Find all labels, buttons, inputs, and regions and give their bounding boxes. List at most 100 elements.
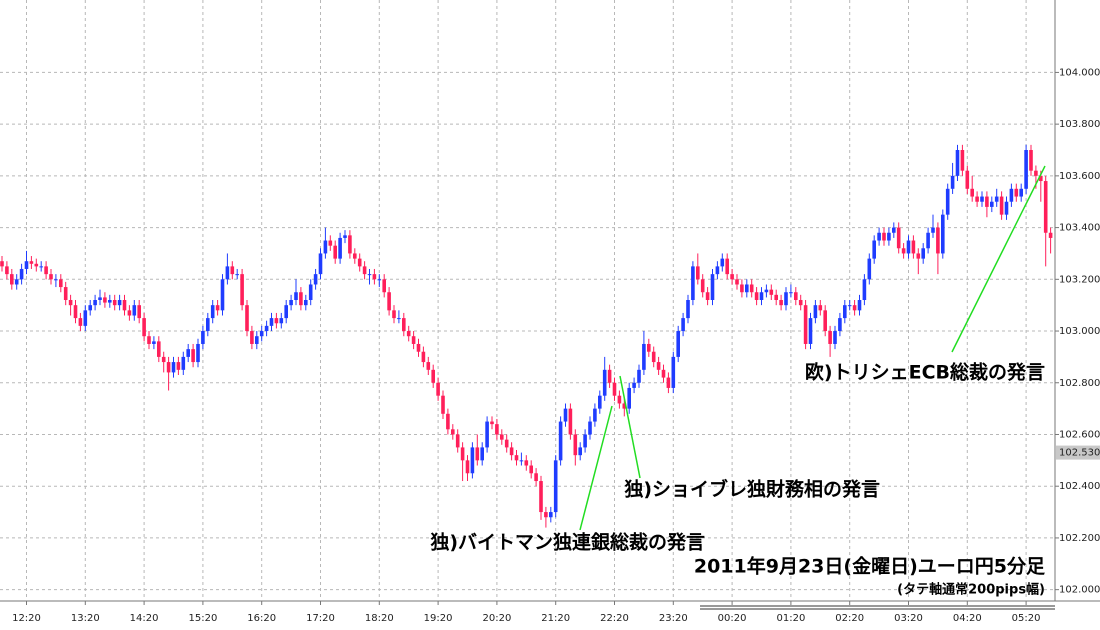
candle-body <box>24 261 29 269</box>
candle-body <box>1029 150 1033 171</box>
candle-body <box>617 395 622 404</box>
candle-body <box>896 227 901 249</box>
x-tick-label: 18:20 <box>365 613 394 624</box>
candle-body <box>426 362 431 370</box>
annotation-leader <box>579 405 613 531</box>
candle-body <box>225 266 230 280</box>
candle-body <box>269 318 274 326</box>
candle-body <box>88 305 92 311</box>
candle-body <box>828 331 832 344</box>
candle-body <box>892 227 896 233</box>
candle-body <box>965 170 970 189</box>
candle-body <box>607 369 612 383</box>
candle-body <box>808 318 813 344</box>
candle-body <box>950 175 955 189</box>
candle-body <box>157 341 161 357</box>
candle-body <box>509 447 514 456</box>
candle-body <box>274 318 279 324</box>
candle-body <box>705 292 710 300</box>
candle-body <box>759 292 764 300</box>
candle-body <box>558 421 563 461</box>
candle-body <box>387 292 391 311</box>
candle-body <box>573 434 578 456</box>
candle-body <box>68 300 73 306</box>
x-tick-label: 16:20 <box>247 613 276 624</box>
last-price-box <box>1056 445 1100 460</box>
candle-body <box>656 362 661 370</box>
candle-body <box>215 305 220 311</box>
candle-body <box>485 421 489 448</box>
candle-body <box>833 331 837 344</box>
candle-body <box>132 305 137 316</box>
candle-body <box>926 232 930 249</box>
annotation: 独)バイトマン独連銀総裁の発言 <box>430 531 705 554</box>
candle-body <box>583 434 587 448</box>
candle-body <box>34 263 39 267</box>
candle-body <box>911 240 916 254</box>
candle-body <box>906 240 911 254</box>
candle-body <box>431 369 435 383</box>
candle-body <box>411 336 416 344</box>
candle-body <box>166 362 171 373</box>
candle-body <box>686 300 690 319</box>
candle-body <box>553 460 558 513</box>
candle-body <box>333 245 337 259</box>
x-tick-label: 13:20 <box>71 613 100 624</box>
candle-body <box>39 266 43 268</box>
candle-body <box>627 387 631 409</box>
candle-body <box>313 274 318 285</box>
y-tick-label: 103.000 <box>1059 326 1100 337</box>
candle-body <box>563 408 568 422</box>
candle-body <box>299 292 303 306</box>
candle-body <box>1048 232 1053 238</box>
candle-body <box>103 297 107 303</box>
y-tick-label: 102.200 <box>1059 533 1100 544</box>
candle-body <box>348 235 352 254</box>
candle-body <box>847 305 852 307</box>
candle-body <box>588 421 592 435</box>
candle-body <box>78 318 83 326</box>
y-tick-label: 102.000 <box>1059 585 1100 596</box>
candle-body <box>117 300 122 306</box>
candle-body <box>264 325 269 332</box>
candle-body <box>294 292 298 300</box>
candle-body <box>539 481 543 513</box>
candle-body <box>936 227 940 254</box>
candle-body <box>901 248 906 254</box>
x-tick-label: 14:20 <box>130 613 159 624</box>
candle-body <box>137 305 141 319</box>
candle-body <box>710 274 715 300</box>
candle-body <box>769 289 774 295</box>
candle-body <box>196 343 200 363</box>
candle-body <box>29 261 34 264</box>
candle-body <box>661 369 666 378</box>
candle-body <box>504 439 509 448</box>
candle-body <box>622 403 627 409</box>
candle-body <box>402 318 406 332</box>
y-tick-label: 103.600 <box>1059 171 1100 182</box>
candle-body <box>887 232 891 241</box>
candle-body <box>789 292 793 294</box>
candle-body <box>994 196 999 202</box>
candle-body <box>730 274 734 280</box>
candle-body <box>975 196 979 202</box>
candle-body <box>304 300 308 306</box>
candle-body <box>1004 201 1009 215</box>
candle-body <box>970 188 974 197</box>
candle-body <box>220 279 225 311</box>
candle-body <box>872 240 876 259</box>
candle-body <box>598 395 602 409</box>
candle-body <box>784 292 788 306</box>
candle-body <box>749 284 754 293</box>
candle-body <box>999 196 1004 215</box>
candle-body <box>206 318 210 332</box>
candle-body <box>235 274 239 276</box>
candle-body <box>318 253 323 275</box>
candle-body <box>382 279 386 293</box>
candle-body <box>343 235 347 238</box>
candle-body <box>323 240 328 254</box>
chart-title: 2011年9月23日(金曜日)ユーロ円5分足 <box>694 555 1046 578</box>
x-tick-label: 15:20 <box>188 613 217 624</box>
candle-body <box>279 318 284 324</box>
